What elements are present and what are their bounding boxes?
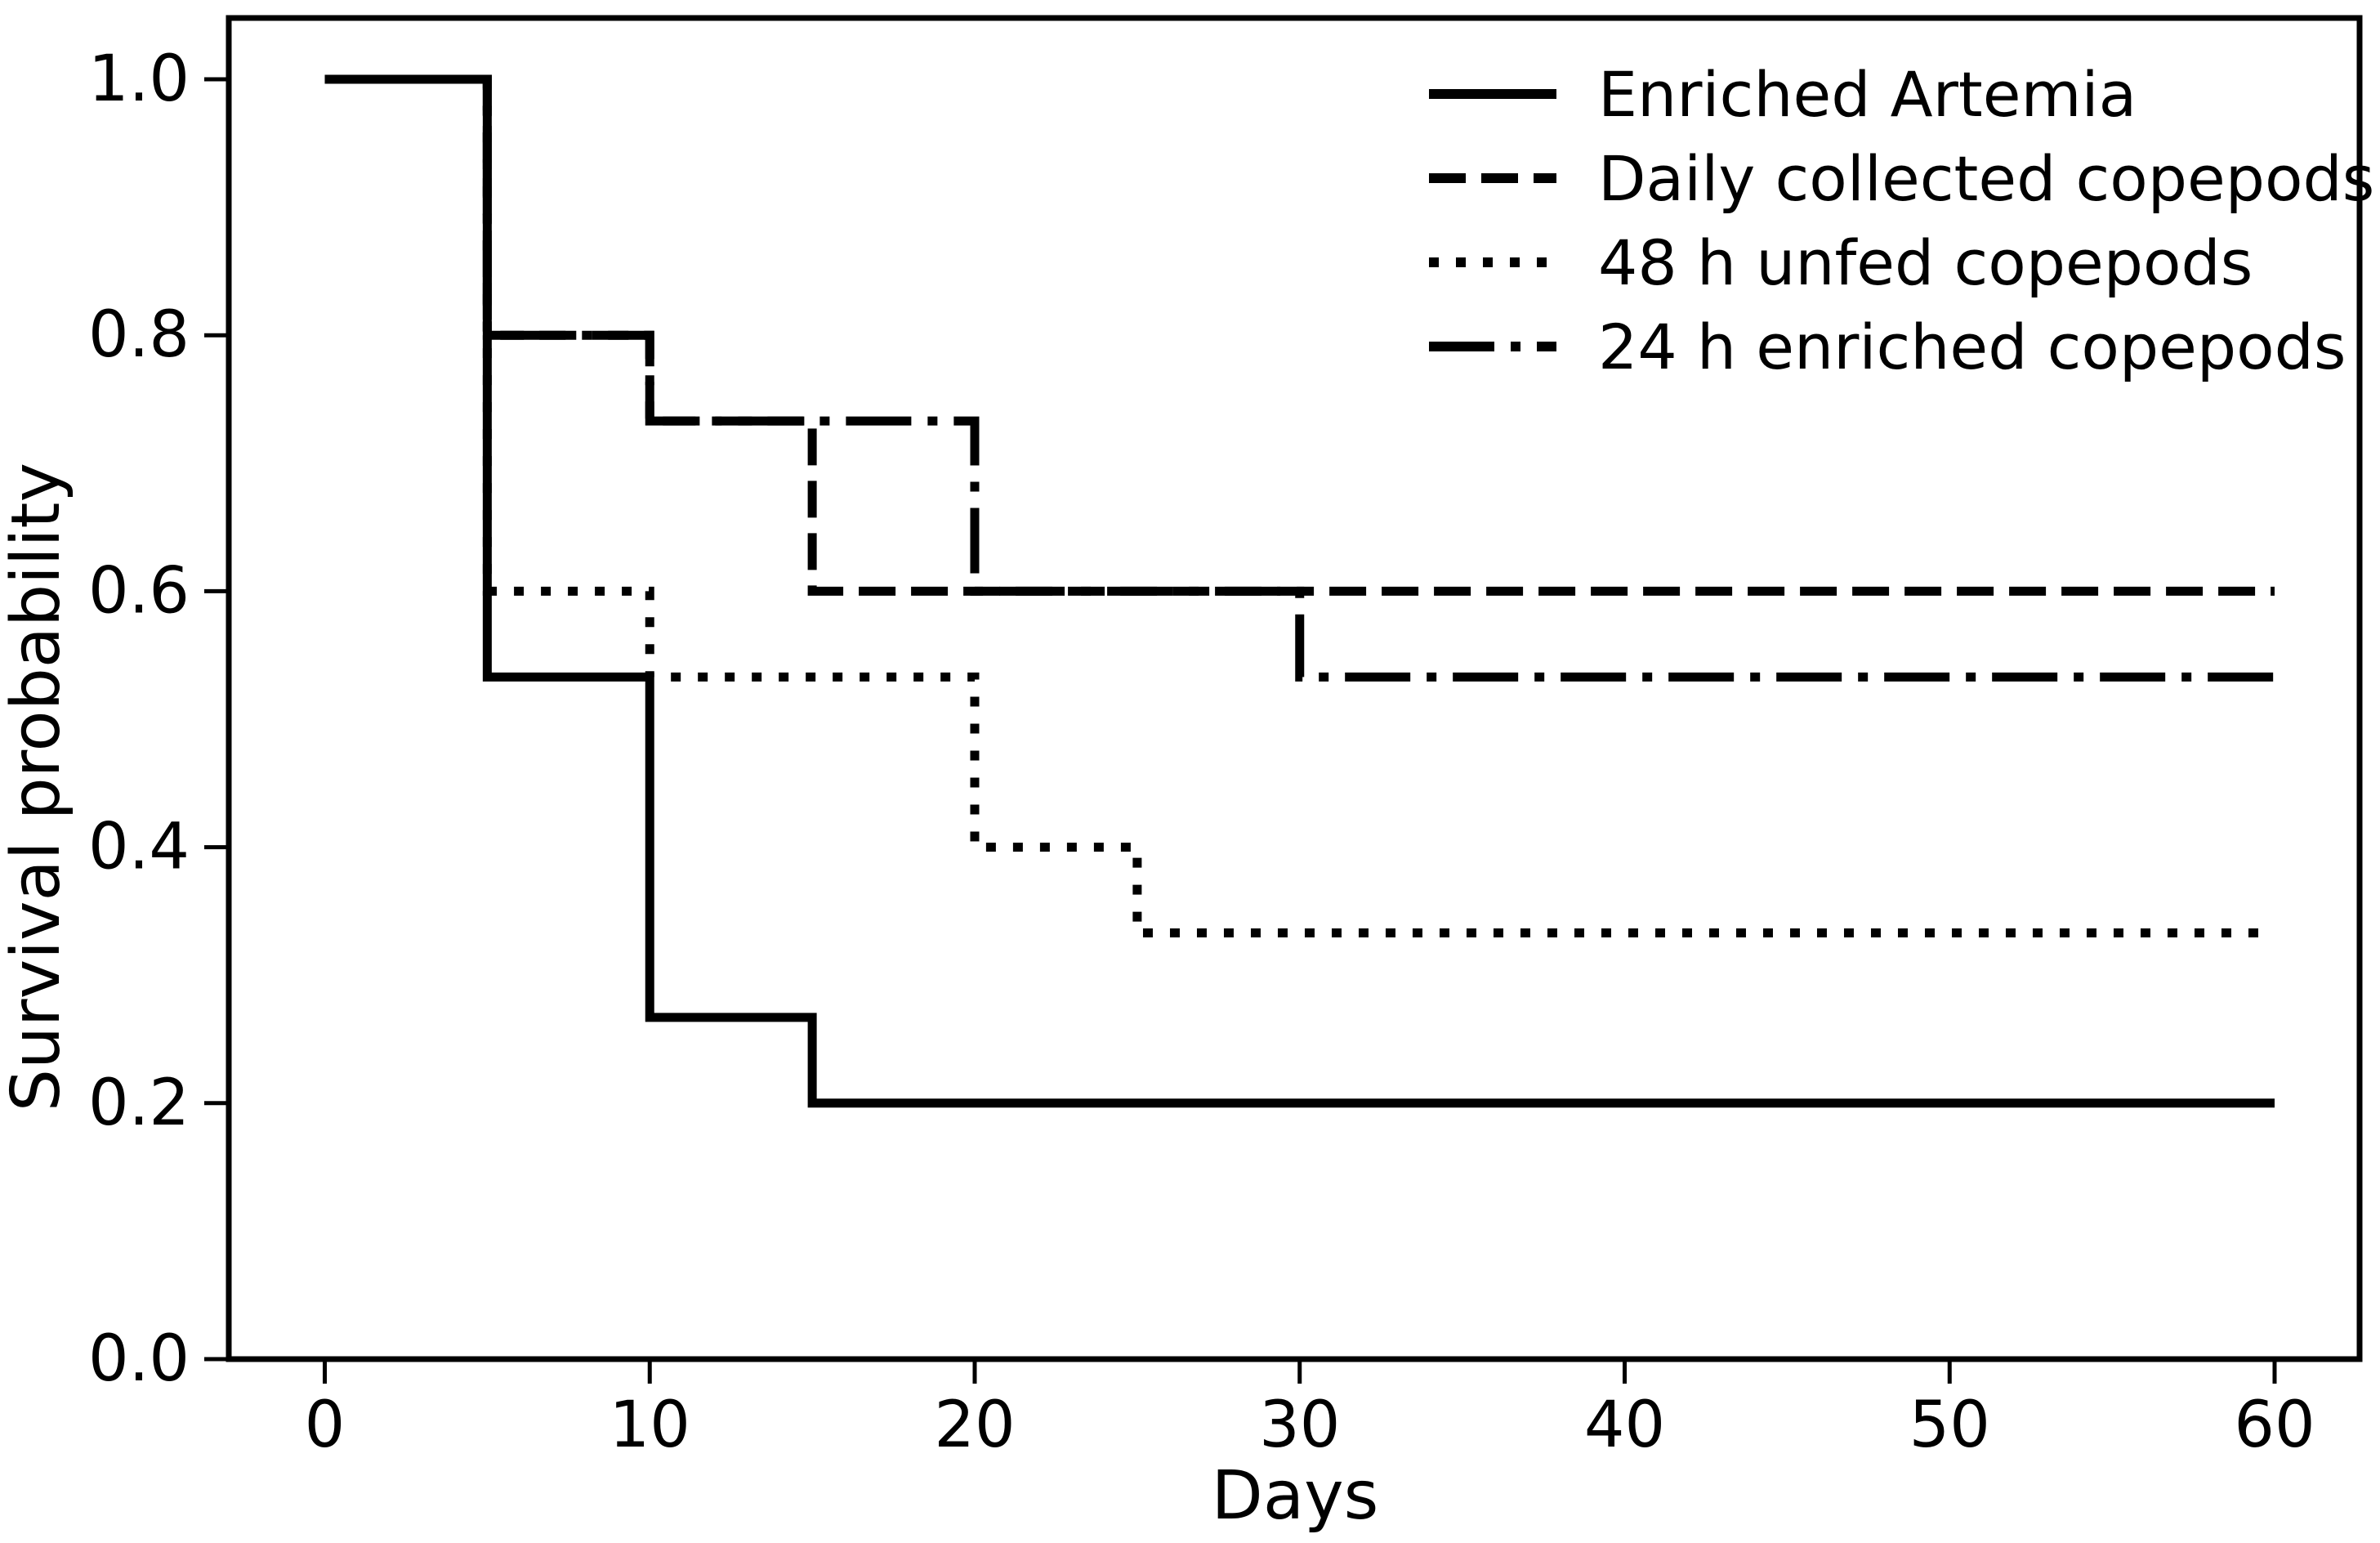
legend-label: 24 h enriched copepods [1598, 311, 2346, 383]
y-tick-label-0.8: 0.8 [88, 298, 190, 372]
legend-label: Enriched Artemia [1598, 58, 2137, 131]
y-axis-ticks: 0.0 0.2 0.4 0.6 0.8 1.0 [88, 42, 229, 1396]
legend-label: 48 h unfed copepods [1598, 226, 2253, 299]
x-tick-label-30: 30 [1259, 1389, 1340, 1462]
legend-label: Daily collected copepods [1598, 142, 2374, 215]
x-tick-label-10: 10 [610, 1389, 690, 1462]
y-tick-label-0.6: 0.6 [88, 554, 190, 628]
legend: Enriched Artemia Daily collected copepods… [1429, 58, 2374, 383]
x-tick-label-50: 50 [1909, 1389, 1990, 1462]
y-axis-label: Survival probability [0, 463, 75, 1111]
legend-entry-3: 24 h enriched copepods [1429, 311, 2346, 383]
series-line-dotted [324, 74, 2275, 938]
x-tick-label-40: 40 [1584, 1389, 1665, 1462]
series-line-solid [324, 74, 2275, 1108]
x-tick-label-20: 20 [934, 1389, 1015, 1462]
legend-entry-2: 48 h unfed copepods [1429, 226, 2253, 299]
legend-entry-0: Enriched Artemia [1429, 58, 2137, 131]
x-axis-ticks: 0 10 20 30 40 50 60 [305, 1359, 2315, 1462]
x-tick-label-60: 60 [2234, 1389, 2315, 1462]
legend-entry-1: Daily collected copepods [1429, 142, 2374, 215]
series-line-dashdot [324, 74, 2275, 682]
series-group [324, 74, 2275, 1108]
series-line-dashed [324, 74, 2275, 596]
y-tick-label-0.4: 0.4 [88, 811, 190, 884]
y-tick-label-1.0: 1.0 [88, 42, 190, 116]
plot-frame [225, 15, 2363, 1362]
x-axis-label: Days [1212, 1457, 1379, 1535]
x-tick-label-0: 0 [305, 1389, 346, 1462]
y-tick-label-0.2: 0.2 [88, 1067, 190, 1140]
y-tick-label-0.0: 0.0 [88, 1322, 190, 1396]
